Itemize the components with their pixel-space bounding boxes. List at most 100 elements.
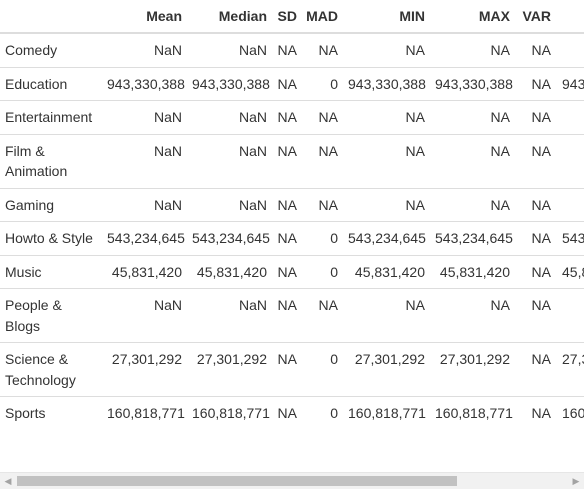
cell-max: 943,330,388 [430,66,515,101]
cell-median: 45,831,420 [187,254,272,289]
cell-mad: NA [302,187,343,222]
cell-min: NA [343,100,430,134]
table-row: Entertainment NaN NaN NA NA NA NA NA [0,100,584,134]
cell-var: NA [531,42,551,58]
cell-sd: NA [272,254,302,289]
column-header-clipped[interactable] [556,0,584,34]
cell-median: 160,818,771 [187,396,272,430]
column-header-var[interactable]: VAR [515,0,556,34]
cell-max: 27,301,292 [430,342,515,397]
cell-min: 45,831,420 [343,254,430,289]
cell-mad: 0 [302,66,343,101]
cell-median: 943,330,388 [187,66,272,101]
cell-var: NA [515,133,556,188]
cell-median: 543,234,645 [187,221,272,255]
table-row: Howto & Style 543,234,645 543,234,645 NA 0 54… [0,221,584,255]
cell-var: NA [515,66,556,101]
cell-mad: 0 [302,254,343,289]
table-row: Sports 160,818,771 160,818,771 NA 0 160,818,7… [0,396,584,430]
header-row: Mean Median SD MAD MIN MAX VAR [0,0,584,34]
cell-name: Education [0,66,102,101]
cell-mad: 0 [302,221,343,255]
table-row: Gaming NaN NaN NA NA NA NA NA [0,187,584,222]
cell-mean: 943,330,388 [102,66,187,101]
cell-extra [556,187,584,222]
cell-max: NA [430,133,515,188]
cell-name: Music [0,254,102,289]
cell-extra: 160,8 [556,396,584,430]
cell-sd: NA [272,221,302,255]
cell-median: NaN [238,42,267,58]
cell-extra: 45,8 [556,254,584,289]
cell-var: NA [515,187,556,222]
column-header-mean[interactable]: Mean [102,0,187,34]
cell-max: 160,818,771 [430,396,515,430]
table-row: Film & Animation NaN NaN NA NA NA NA NA [0,133,584,188]
cell-var: NA [515,100,556,134]
cell-extra [556,100,584,134]
column-header-sd[interactable]: SD [272,0,302,34]
cell-mean: 45,831,420 [102,254,187,289]
cell-name: Gaming [0,187,102,222]
scroll-right-arrow-icon[interactable]: ▶ [572,475,580,486]
cell-name: Entertainment [0,100,102,134]
table-row: Education 943,330,388 943,330,388 NA 0 943,33… [0,66,584,101]
cell-max: 45,831,420 [430,254,515,289]
cell-mad: NA [302,288,343,343]
column-header-median[interactable]: Median [187,0,272,34]
cell-extra: 27,3 [556,342,584,397]
cell-max: NA [430,100,515,134]
cell-median: 27,301,292 [187,342,272,397]
cell-median: NaN [187,288,272,343]
cell-extra [556,33,584,67]
cell-min: NA [405,42,425,58]
cell-median: NaN [187,133,272,188]
cell-min: 543,234,645 [343,221,430,255]
table-row: Music 45,831,420 45,831,420 NA 0 45,831,420 45… [0,254,584,289]
scrollbar-thumb[interactable] [17,476,457,486]
cell-mean: 543,234,645 [102,221,187,255]
cell-mean: NaN [102,100,187,134]
column-header-mad[interactable]: MAD [302,0,343,34]
cell-median: NaN [187,100,272,134]
cell-mean: 160,818,771 [102,396,187,430]
cell-min: NA [343,288,430,343]
cell-mad: NA [302,133,343,188]
cell-max: NA [430,187,515,222]
cell-mean: 27,301,292 [102,342,187,397]
cell-name: People & Blogs [0,288,102,343]
cell-name: Howto & Style [0,221,102,255]
table-row: Comedy NaN NaN NA NA NA NA NA [0,33,584,67]
column-header-min[interactable]: MIN [343,0,430,34]
cell-mean: NaN [153,42,182,58]
cell-mad: NA [318,42,338,58]
table-viewport: Mean Median SD MAD MIN MAX VAR Comedy NaN… [0,0,584,430]
cell-sd: NA [272,288,302,343]
cell-min: 943,330,388 [343,66,430,101]
table-row: Science & Technology 27,301,292 27,301,292… [0,342,584,397]
cell-var: NA [515,288,556,343]
cell-extra: 943,3 [556,66,584,101]
cell-extra: 543,2 [556,221,584,255]
cell-max: NA [490,42,510,58]
horizontal-scrollbar[interactable]: ◀ ▶ [0,472,584,489]
column-header-max[interactable]: MAX [430,0,515,34]
cell-extra [556,288,584,343]
summary-stats-table: Mean Median SD MAD MIN MAX VAR Comedy NaN… [0,0,584,430]
column-header-category[interactable] [0,0,102,34]
cell-sd: NA [272,66,302,101]
cell-name: Sports [0,396,102,430]
cell-var: NA [515,342,556,397]
cell-mad: NA [302,100,343,134]
cell-name: Film & Animation [0,133,102,188]
cell-sd: NA [272,187,302,222]
scroll-left-arrow-icon[interactable]: ◀ [4,475,12,486]
cell-min: NA [343,133,430,188]
cell-mean: NaN [102,288,187,343]
cell-max: NA [430,288,515,343]
cell-mad: 0 [302,396,343,430]
cell-var: NA [515,221,556,255]
cell-name: Science & Technology [0,342,102,397]
cell-min: 27,301,292 [343,342,430,397]
cell-mean: NaN [102,187,187,222]
